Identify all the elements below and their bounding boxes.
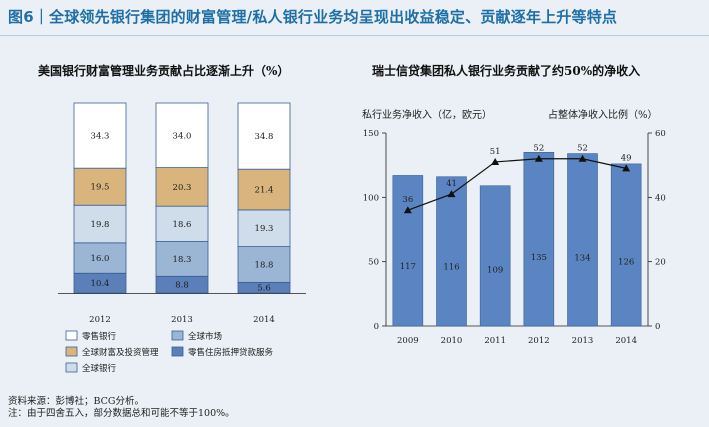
share-label-2009: 36 — [402, 195, 413, 205]
share-marker-2009 — [403, 206, 412, 214]
legend-label-retail: 零售银行 — [82, 331, 117, 342]
legend-swatch-mortgage — [171, 346, 184, 357]
right-axis-title: 占整体净收入比例（%） — [548, 108, 658, 121]
revenue-bar-line-chart: 私行业务净收入（亿，欧元） 占整体净收入比例（%） 0 50 100 150 0 20 40 60… — [362, 108, 666, 346]
revenue-bar-2014 — [610, 163, 642, 327]
title-divider — [0, 35, 709, 36]
segment-label-global_market-2012: 16.0 — [91, 254, 110, 264]
share-marker-2010 — [447, 190, 456, 198]
bar-segment-global_bank-2014 — [237, 209, 291, 247]
x-tick-2012: 2012 — [528, 336, 550, 346]
segment-label-retail-2012: 34.3 — [91, 132, 110, 142]
revenue-bar-2011 — [479, 185, 511, 327]
bar-segment-retail-2012 — [73, 102, 127, 169]
segment-label-global_market-2014: 18.8 — [255, 260, 274, 270]
segment-label-wealth-2013: 20.3 — [173, 183, 192, 193]
right-chart-title: 瑞士信贷集团私人银行业务贡献了约50%的净收入 — [372, 64, 641, 78]
revenue-bar-2010 — [436, 176, 467, 327]
segment-label-wealth-2014: 21.4 — [255, 186, 274, 196]
segment-label-global_bank-2013: 18.6 — [173, 220, 192, 230]
share-marker-2012 — [534, 154, 543, 162]
segment-label-global_market-2013: 18.3 — [173, 255, 192, 265]
left-chart-title: 美国银行财富管理业务贡献占比逐渐上升（%） — [38, 64, 290, 78]
segment-label-wealth-2012: 19.5 — [91, 183, 110, 193]
legend-label-global_bank: 全球银行 — [82, 363, 117, 374]
rounding-note: 注：由于四舍五入，部分数据总和可能不等于100%。 — [8, 408, 235, 419]
legend-swatch-wealth — [65, 346, 78, 357]
revenue-label-2011: 109 — [487, 266, 503, 276]
x-tick-2014: 2014 — [253, 315, 275, 325]
legend-swatch-retail — [65, 330, 78, 341]
share-line — [407, 158, 627, 211]
right-tick-label-40: 40 — [655, 193, 666, 203]
revenue-label-2009: 117 — [400, 262, 416, 272]
x-tick-2012: 2012 — [89, 315, 111, 325]
bar-segment-global_bank-2013 — [155, 205, 209, 242]
bar-segment-retail-2014 — [237, 102, 291, 170]
x-tick-2010: 2010 — [441, 336, 463, 346]
x-tick-2011: 2011 — [484, 336, 506, 346]
revenue-label-2010: 116 — [443, 262, 459, 272]
left-axis-title: 私行业务净收入（亿，欧元） — [362, 108, 492, 121]
bar-segment-retail-2013 — [155, 102, 209, 168]
share-label-2014: 49 — [621, 153, 632, 163]
revenue-bar-2013 — [567, 153, 598, 327]
x-tick-2014: 2014 — [615, 336, 637, 346]
legend-label-wealth: 全球财富及投资管理 — [82, 347, 159, 358]
left-tick-label-50: 50 — [368, 258, 379, 268]
share-label-2010: 41 — [446, 179, 457, 189]
share-marker-2013 — [578, 154, 587, 162]
x-tick-2009: 2009 — [397, 336, 419, 346]
share-marker-2014 — [622, 164, 631, 172]
legend-label-mortgage: 零售住房抵押贷款服务 — [188, 347, 274, 358]
left-tick-label-100: 100 — [363, 193, 379, 203]
bar-segment-global_market-2014 — [237, 246, 291, 283]
bar-segment-wealth-2012 — [73, 167, 127, 206]
segment-label-retail-2014: 34.8 — [255, 132, 274, 142]
stacked-bar-chart: 10.4 16.0 19.8 19.5 34.3 2012 8.8 18.3 18.6 20.3 3… — [58, 102, 306, 325]
right-tick-label-20: 20 — [655, 258, 666, 268]
share-label-2011: 51 — [490, 147, 501, 157]
source-line: 资料来源：彭博社；BCG分析。 — [8, 396, 145, 407]
x-tick-2013: 2013 — [572, 336, 594, 346]
segment-label-mortgage-2013: 8.8 — [175, 281, 189, 291]
legend-swatch-global_bank — [65, 362, 78, 373]
left-tick-label-150: 150 — [363, 129, 379, 139]
segment-label-mortgage-2012: 10.4 — [91, 279, 110, 289]
segment-label-mortgage-2014: 5.6 — [257, 284, 271, 294]
legend-label-global_market: 全球市场 — [188, 331, 222, 342]
bar-segment-wealth-2013 — [155, 167, 209, 207]
segment-label-global_bank-2014: 19.3 — [255, 224, 274, 234]
share-marker-2011 — [491, 157, 500, 165]
figure-title: 图6｜全球领先银行集团的财富管理/私人银行业务均呈现出收益稳定、贡献逐年上升等特… — [8, 8, 618, 26]
bar-segment-global_market-2012 — [73, 242, 127, 274]
revenue-label-2013: 134 — [574, 253, 590, 263]
x-tick-2013: 2013 — [171, 315, 193, 325]
right-tick-label-0: 0 — [655, 322, 660, 332]
share-label-2012: 52 — [533, 144, 544, 154]
revenue-label-2014: 126 — [618, 257, 634, 267]
revenue-label-2012: 135 — [531, 253, 547, 263]
revenue-bar-2012 — [523, 152, 555, 327]
source-note: 资料来源：彭博社；BCG分析。 注：由于四舍五入，部分数据总和可能不等于100%… — [8, 396, 235, 420]
share-label-2013: 52 — [577, 144, 588, 154]
bar-segment-global_market-2013 — [155, 241, 209, 277]
segment-label-retail-2013: 34.0 — [173, 131, 192, 141]
legend-swatch-global_market — [171, 330, 184, 341]
right-tick-label-60: 60 — [655, 129, 666, 139]
revenue-bar-2009 — [392, 175, 424, 327]
left-tick-label-0: 0 — [374, 322, 379, 332]
segment-label-global_bank-2012: 19.8 — [91, 220, 110, 230]
